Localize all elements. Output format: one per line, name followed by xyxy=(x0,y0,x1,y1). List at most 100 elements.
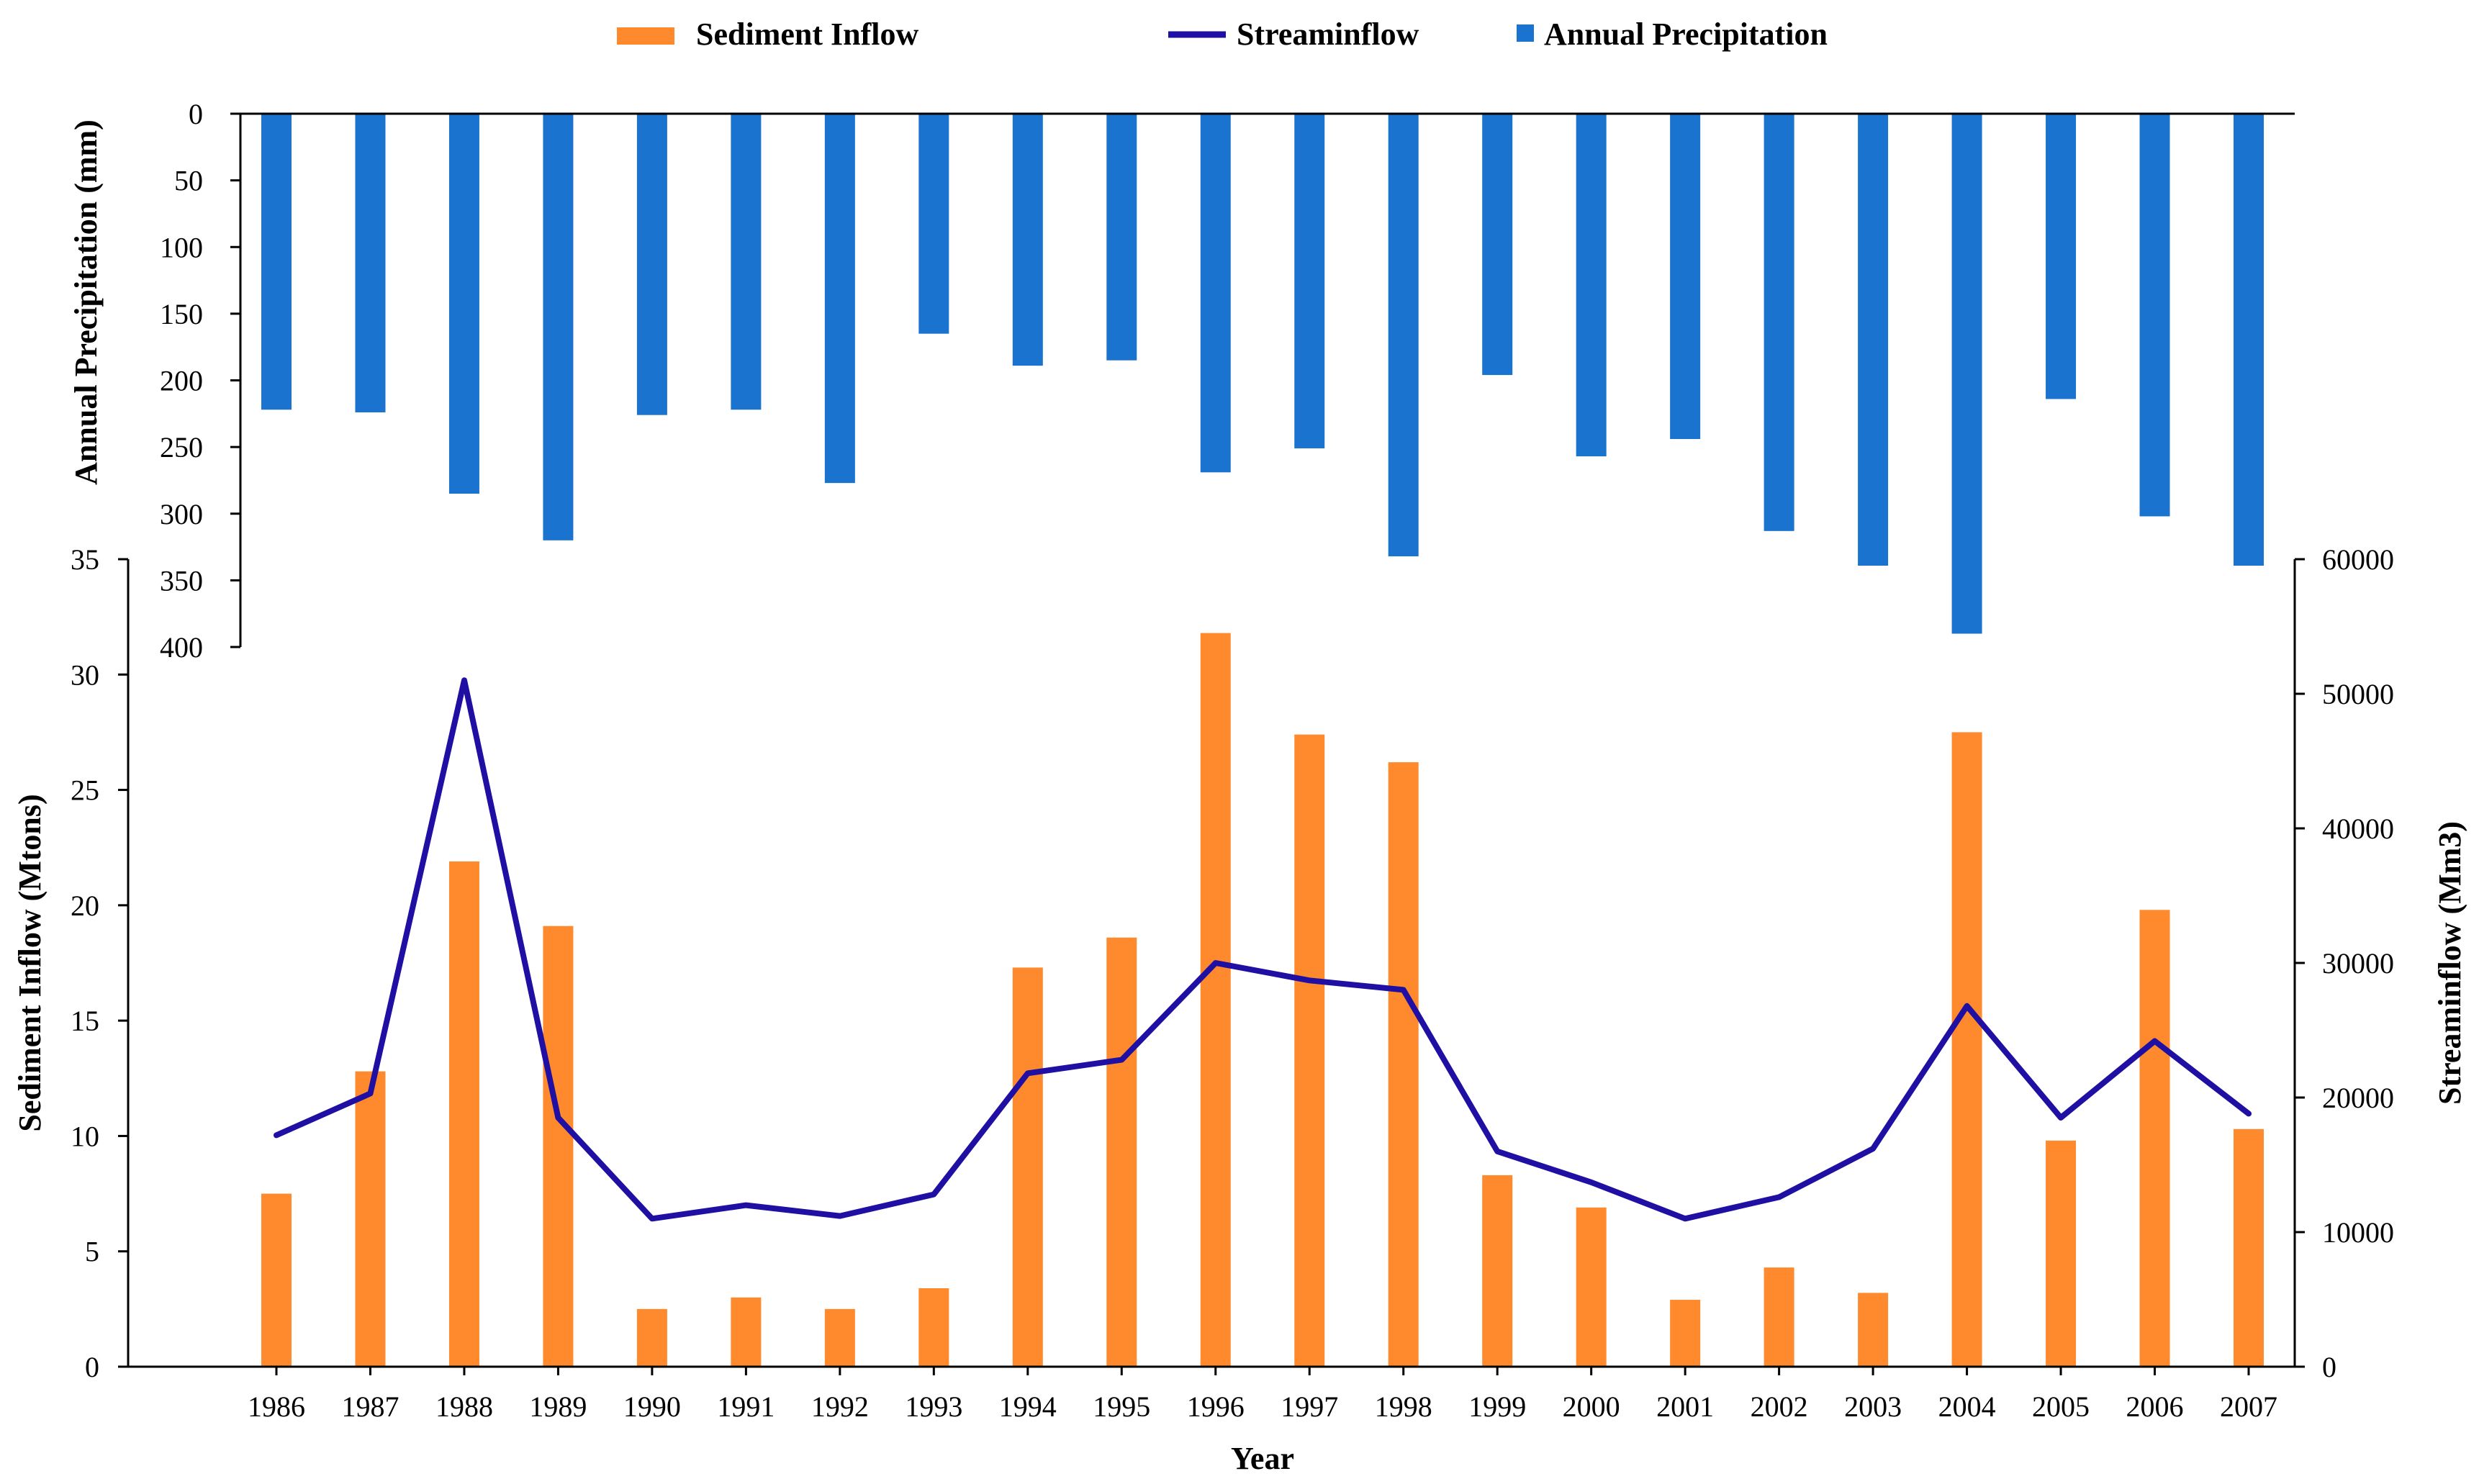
x-tick-label-1999: 1999 xyxy=(1468,1390,1526,1423)
right-tick-label-30000: 30000 xyxy=(2322,947,2394,979)
x-tick-label-1994: 1994 xyxy=(999,1390,1057,1423)
left-tick-label-35: 35 xyxy=(71,543,99,576)
precip-bar-2007 xyxy=(2234,114,2264,566)
x-tick-label-1986: 1986 xyxy=(248,1390,305,1423)
x-tick-label-2006: 2006 xyxy=(2126,1390,2184,1423)
x-tick-label-1998: 1998 xyxy=(1375,1390,1432,1423)
x-tick-label-2004: 2004 xyxy=(1938,1390,1996,1423)
x-axis-title: Year xyxy=(1231,1441,1294,1476)
x-tick-label-1997: 1997 xyxy=(1281,1390,1338,1423)
sediment-bar-1995 xyxy=(1106,937,1137,1367)
precip-tick-label-300: 300 xyxy=(160,498,203,530)
x-tick-label-1996: 1996 xyxy=(1187,1390,1245,1423)
sediment-bar-2004 xyxy=(1951,732,1982,1367)
sediment-bar-1986 xyxy=(261,1193,292,1367)
sediment-bar-1989 xyxy=(543,926,574,1367)
precip-bar-1991 xyxy=(731,114,762,410)
precip-bar-2003 xyxy=(1858,114,1889,566)
sediment-bar-2001 xyxy=(1670,1300,1701,1367)
x-tick-label-2005: 2005 xyxy=(2032,1390,2090,1423)
x-tick-label-2002: 2002 xyxy=(1751,1390,1808,1423)
legend-label-precipitation: Annual Precipitation xyxy=(1544,17,1828,52)
sediment-bar-1996 xyxy=(1200,633,1231,1367)
x-tick-label-1995: 1995 xyxy=(1093,1390,1150,1423)
precip-bar-2005 xyxy=(2046,114,2077,399)
sediment-bar-1990 xyxy=(636,1308,667,1367)
sediment-bar-2006 xyxy=(2139,910,2170,1367)
sediment-bar-2007 xyxy=(2234,1128,2264,1367)
right-tick-label-10000: 10000 xyxy=(2322,1216,2394,1249)
sediment-bar-2005 xyxy=(2046,1140,2077,1367)
sediment-bar-1997 xyxy=(1294,734,1325,1367)
precip-bar-2002 xyxy=(1764,114,1794,531)
precip-tick-label-200: 200 xyxy=(160,365,203,397)
right-tick-label-0: 0 xyxy=(2322,1351,2336,1383)
precip-bar-1990 xyxy=(636,114,667,415)
precip-tick-label-350: 350 xyxy=(160,564,203,597)
precip-bar-1989 xyxy=(543,114,574,540)
precip-bar-1993 xyxy=(918,114,949,334)
x-tick-label-1988: 1988 xyxy=(435,1390,493,1423)
right-tick-label-60000: 60000 xyxy=(2322,543,2394,576)
x-tick-label-1991: 1991 xyxy=(717,1390,775,1423)
x-tick-label-2003: 2003 xyxy=(1844,1390,1902,1423)
sediment-bar-2000 xyxy=(1576,1207,1607,1367)
legend-label-streamflow: Streaminflow xyxy=(1237,17,1419,52)
sediment-bar-2003 xyxy=(1858,1293,1889,1367)
streamflow-line xyxy=(274,677,2252,1222)
precip-bar-2004 xyxy=(1951,114,1982,634)
sediment-bar-1998 xyxy=(1388,762,1419,1367)
precip-tick-label-250: 250 xyxy=(160,431,203,463)
legend-swatch-precipitation xyxy=(1517,24,1534,42)
right-tick-label-50000: 50000 xyxy=(2322,678,2394,710)
right-tick-label-20000: 20000 xyxy=(2322,1082,2394,1114)
x-tick-label-2001: 2001 xyxy=(1656,1390,1714,1423)
sediment-bar-1999 xyxy=(1482,1175,1513,1367)
left-tick-label-15: 15 xyxy=(71,1005,99,1037)
x-tick-label-2007: 2007 xyxy=(2220,1390,2277,1423)
precip-bar-1994 xyxy=(1012,114,1043,366)
x-tick-label-1987: 1987 xyxy=(341,1390,399,1423)
sediment-bar-1994 xyxy=(1012,967,1043,1367)
precip-bar-1996 xyxy=(1200,114,1231,473)
precip-tick-label-400: 400 xyxy=(160,631,203,664)
precip-bar-2006 xyxy=(2139,114,2170,517)
sediment-bar-1992 xyxy=(824,1308,855,1367)
precip-tick-label-100: 100 xyxy=(160,231,203,263)
precip-bar-1998 xyxy=(1388,114,1419,557)
legend-swatch-sediment xyxy=(617,27,674,45)
legend-label-sediment: Sediment Inflow xyxy=(696,17,918,52)
right-tick-label-40000: 40000 xyxy=(2322,813,2394,845)
sediment-bar-1993 xyxy=(918,1288,949,1367)
precip-bar-1986 xyxy=(261,114,292,410)
sediment-bar-1987 xyxy=(355,1071,386,1367)
right-axis-title: Streaminflow (Mm3) xyxy=(2432,821,2467,1105)
precip-bar-1987 xyxy=(355,114,386,412)
precip-bar-1988 xyxy=(448,114,479,494)
left-tick-label-20: 20 xyxy=(71,890,99,922)
left-tick-label-5: 5 xyxy=(85,1236,99,1268)
sediment-bar-2002 xyxy=(1764,1267,1794,1367)
precip-tick-label-0: 0 xyxy=(189,98,203,130)
x-tick-label-1990: 1990 xyxy=(623,1390,681,1423)
precip-axis-title: Annual Precipitation (mm) xyxy=(68,119,104,485)
left-tick-label-10: 10 xyxy=(71,1120,99,1152)
precip-tick-label-150: 150 xyxy=(160,298,203,330)
precip-bar-1997 xyxy=(1294,114,1325,448)
x-tick-label-1993: 1993 xyxy=(905,1390,962,1423)
sediment-bar-1991 xyxy=(731,1297,762,1367)
left-tick-label-25: 25 xyxy=(71,774,99,807)
precip-bar-1999 xyxy=(1482,114,1513,376)
left-tick-label-0: 0 xyxy=(85,1351,99,1383)
x-tick-label-2000: 2000 xyxy=(1563,1390,1620,1423)
x-tick-label-1992: 1992 xyxy=(811,1390,869,1423)
precip-bar-1992 xyxy=(824,114,855,484)
precip-bar-1995 xyxy=(1106,114,1137,361)
precip-bar-2001 xyxy=(1670,114,1701,440)
left-tick-label-30: 30 xyxy=(71,659,99,691)
sediment-bar-1988 xyxy=(448,861,479,1367)
x-tick-label-1989: 1989 xyxy=(529,1390,587,1423)
left-axis-title: Sediment Inflow (Mtons) xyxy=(12,794,48,1131)
